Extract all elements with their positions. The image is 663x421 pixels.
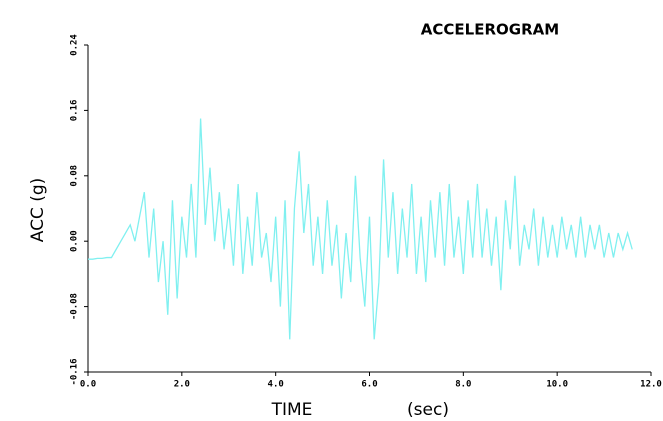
y-tick-label: 0.24 (70, 34, 80, 56)
x-axis-label: TIME (271, 400, 313, 420)
y-axis-label: ACC (g) (28, 178, 48, 243)
y-tick-label: 0.16 (70, 100, 80, 122)
y-tick-label: -0.08 (70, 293, 80, 320)
x-tick-label: 10.0 (546, 380, 568, 390)
x-tick-label: 0.0 (80, 380, 96, 390)
y-tick-label: -0.16 (70, 358, 80, 385)
x-tick-label: 12.0 (640, 380, 662, 390)
chart-title: ACCELEROGRAM (421, 21, 559, 39)
x-tick-label: 6.0 (361, 380, 377, 390)
x-tick-label: 2.0 (174, 380, 190, 390)
y-tick-label: 0.08 (70, 165, 80, 187)
x-tick-label: 4.0 (268, 380, 284, 390)
data-line (88, 118, 633, 340)
y-tick-label: 0.00 (70, 230, 80, 252)
x-axis-unit: (sec) (407, 400, 449, 420)
x-tick-label: 8.0 (455, 380, 471, 390)
